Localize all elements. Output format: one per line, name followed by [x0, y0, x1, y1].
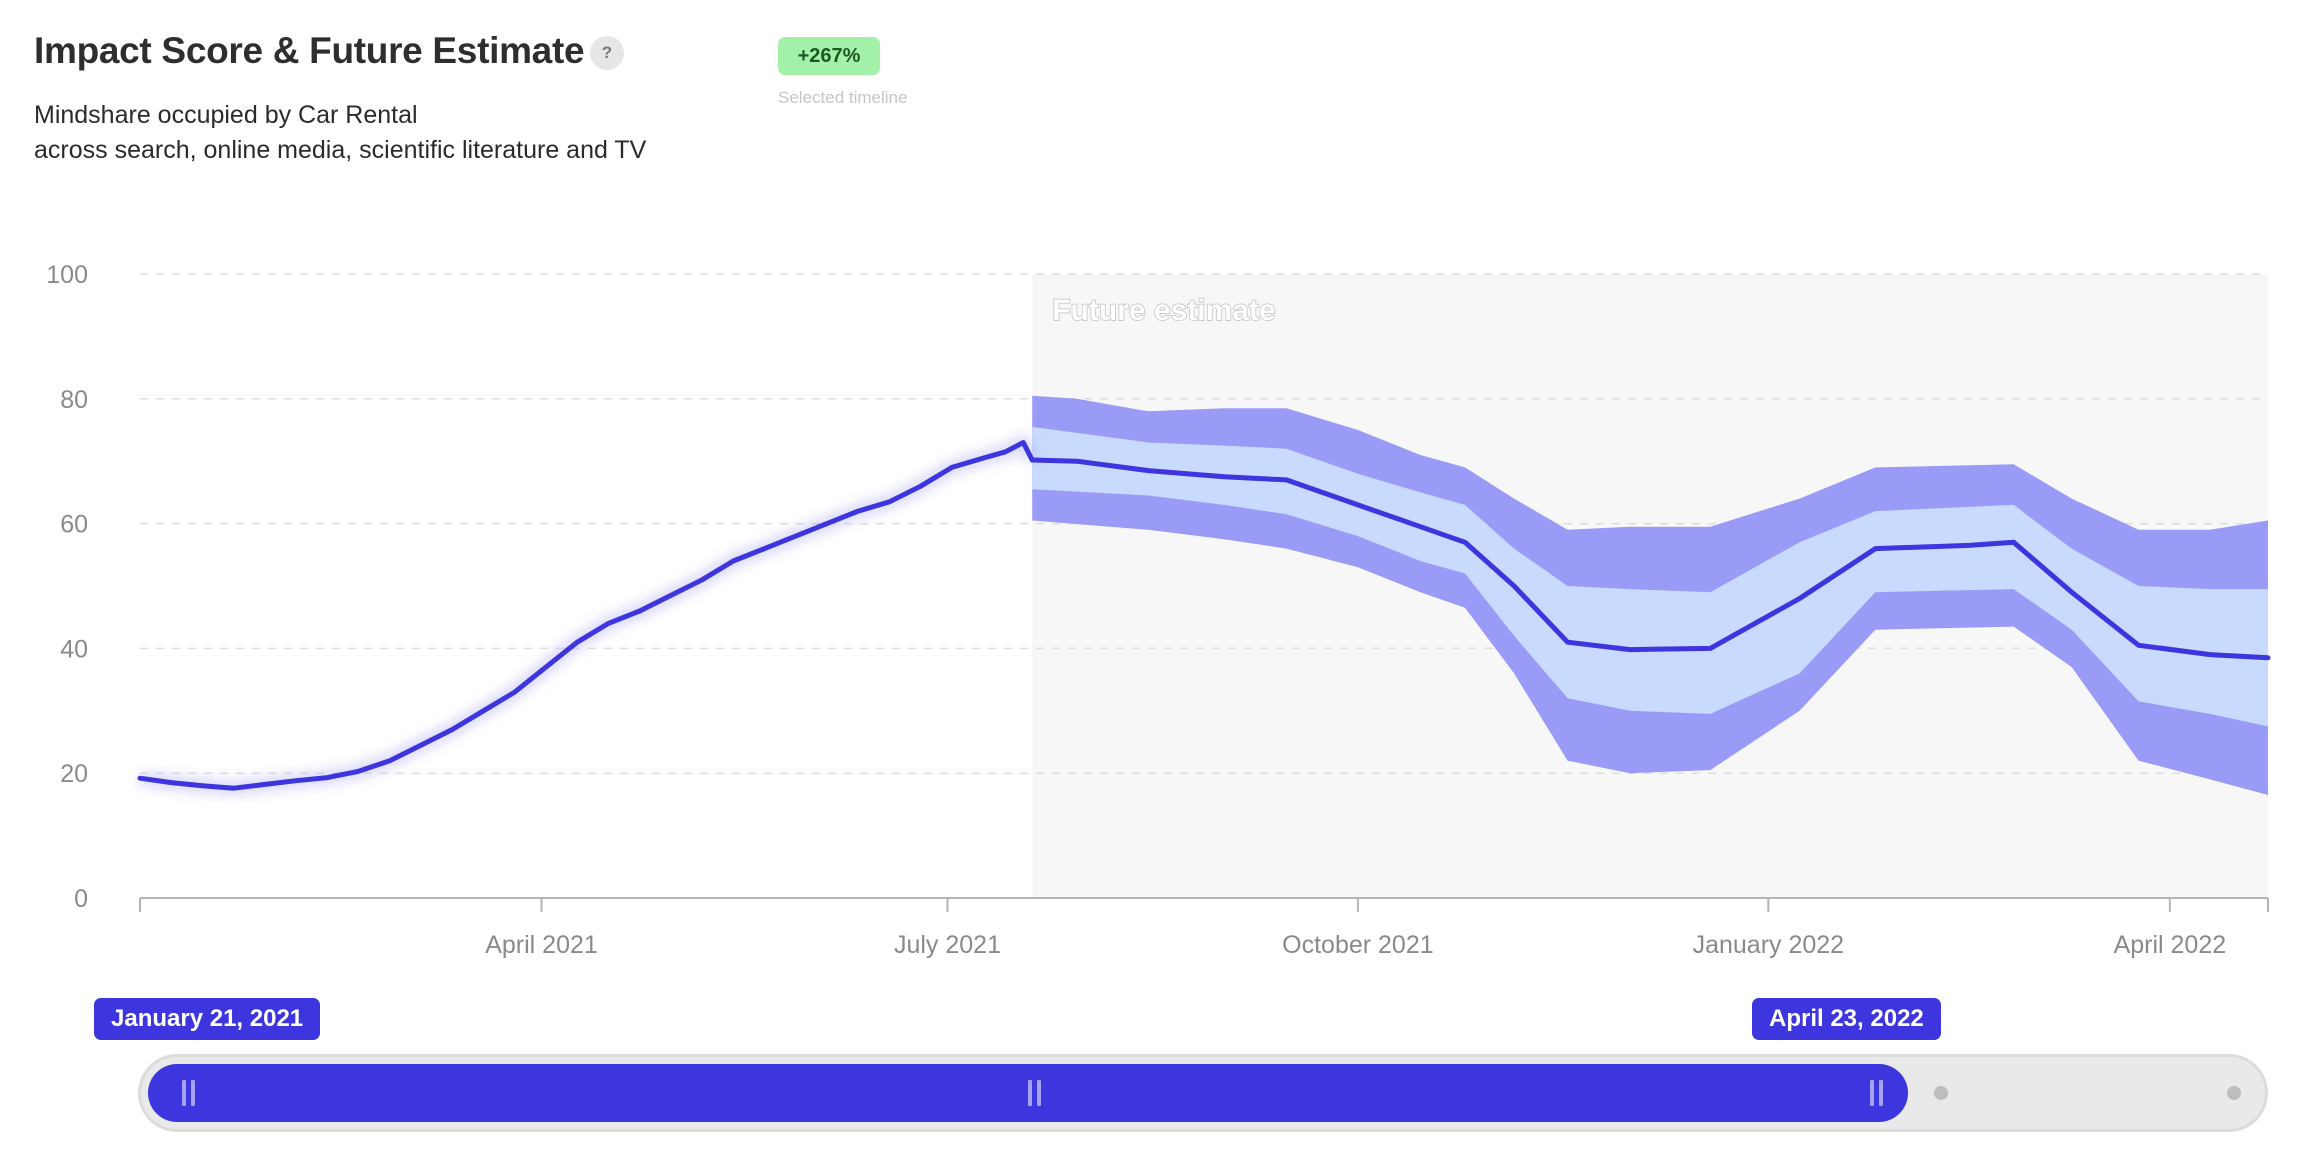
- slider-tick-dot: [2227, 1086, 2241, 1100]
- forecast-center-line: [1029, 457, 2271, 661]
- future-estimate-label: Future estimate: [1052, 294, 1275, 327]
- range-start-handle[interactable]: [181, 1080, 197, 1106]
- x-tick-label: January 2022: [1693, 931, 1845, 959]
- y-tick-label: 20: [60, 760, 88, 788]
- x-tick-label: July 2021: [894, 931, 1001, 959]
- x-tick-label: April 2022: [2114, 931, 2227, 959]
- help-icon[interactable]: ?: [590, 36, 624, 70]
- impact-score-chart: Future estimate 0 20 40 60 80 100 April 2021 J…: [46, 261, 2271, 959]
- change-badge: +267%: [778, 37, 880, 75]
- y-tick-label: 60: [60, 511, 88, 539]
- slider-tick-dot: [1934, 1086, 1948, 1100]
- forecast-inner-band: [1032, 426, 2268, 727]
- range-end-label: April 23, 2022: [1752, 998, 1941, 1040]
- history-line-glow: [139, 433, 1039, 796]
- y-tick-label: 80: [60, 386, 88, 414]
- subtitle-line-2: across search, online media, scientific …: [34, 136, 647, 164]
- x-tick-label: April 2021: [485, 931, 598, 959]
- chart-subtitle: Mindshare occupied by Car Rental across …: [34, 98, 646, 168]
- y-tick-label: 100: [46, 261, 88, 289]
- range-end-handle[interactable]: [1869, 1080, 1885, 1106]
- range-start-label: January 21, 2021: [94, 998, 321, 1040]
- x-tick-label: October 2021: [1282, 931, 1434, 959]
- subtitle-line-1: Mindshare occupied by Car Rental: [34, 101, 418, 129]
- y-tick-label: 40: [60, 635, 88, 663]
- change-badge-caption: Selected timeline: [778, 88, 908, 107]
- range-middle-handle[interactable]: [1027, 1080, 1043, 1106]
- chart-title: Impact Score & Future Estimate: [34, 30, 585, 71]
- history-line: [137, 440, 1035, 791]
- y-tick-label: 0: [74, 885, 88, 913]
